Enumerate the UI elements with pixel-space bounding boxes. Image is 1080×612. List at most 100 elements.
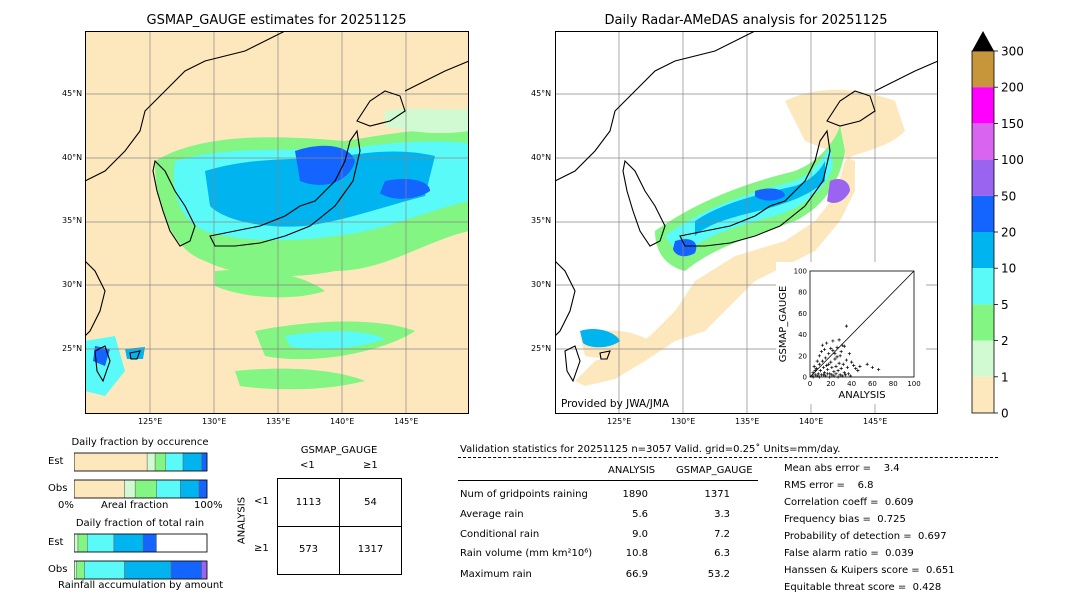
- left-map-coastlines: [85, 31, 469, 383]
- scatter-point: [831, 339, 835, 343]
- validation-row-gsmap: 7.2: [714, 529, 730, 540]
- occurrence-title: Daily fraction by occurence: [71, 437, 209, 448]
- colorbar-segment: [972, 268, 994, 305]
- contingency-cell: 1113: [295, 497, 322, 508]
- score-frequency-bias: Frequency bias = 0.725: [784, 514, 906, 525]
- scatter-plot-panel: [776, 262, 926, 404]
- colorbar-label: 300: [1001, 45, 1024, 59]
- fraction-segment: [124, 479, 136, 499]
- left-lon-125: 125°E: [138, 417, 163, 426]
- total-rain-title: Daily fraction of total rain: [75, 518, 205, 529]
- right-lat-35: 35°N: [531, 216, 552, 225]
- fraction-segment: [198, 479, 208, 499]
- scatter-point: [811, 371, 815, 375]
- scatter-point: [820, 343, 825, 347]
- left-map-grid: [85, 31, 469, 414]
- fraction-segment: [170, 560, 202, 580]
- scatter-point: [827, 352, 831, 356]
- fraction-segment: [142, 533, 157, 553]
- fraction-segment: [180, 479, 200, 499]
- score-mae: Mean abs error = 3.4: [784, 463, 900, 474]
- scatter-point: [828, 375, 832, 379]
- scatter-point: [833, 352, 837, 356]
- left-lon-140: 140°E: [330, 417, 355, 426]
- total-rain-bars: [74, 533, 208, 580]
- scatter-diagonal: [809, 270, 915, 378]
- scatter-point: [827, 362, 831, 366]
- colorbar-label: 20: [1001, 226, 1016, 240]
- scatter-point: [865, 362, 869, 366]
- colorbar-label: 150: [1001, 117, 1024, 131]
- scatter-point: [835, 355, 839, 359]
- scatter-point: [845, 365, 850, 370]
- scatter-point: [829, 360, 833, 364]
- colorbar-segment: [972, 195, 994, 232]
- scatter-point: [835, 345, 839, 349]
- contingency-col-ge1: ≥1: [363, 460, 378, 471]
- scatter-point: [834, 364, 838, 368]
- occurrence-bars: [74, 452, 208, 499]
- scatter-point: [818, 369, 822, 373]
- fraction-segment: [134, 479, 157, 499]
- scatter-y-tick: 60: [798, 310, 807, 318]
- colorbar-label: 0: [1001, 407, 1009, 421]
- scatter-point: [831, 348, 835, 353]
- scatter-point: [832, 370, 836, 374]
- occurrence-axis-left: 0%: [58, 500, 74, 511]
- contingency-cell: 54: [364, 497, 377, 508]
- scatter-point: [843, 373, 847, 377]
- scatter-point: [817, 354, 821, 358]
- scatter-plot: 00 20 20 40 40 60 60 80 80 100 100 ANALYSIS GSMAP_GA…: [778, 268, 921, 402]
- scatter-point: [829, 346, 833, 350]
- fraction-segment: [201, 560, 208, 580]
- occurrence-axis-right: 100%: [194, 500, 223, 511]
- occurrence-axis-mid: Areal fraction: [101, 500, 169, 511]
- scatter-point: [877, 367, 881, 372]
- scatter-point: [814, 366, 818, 371]
- score-pod: Probability of detection = 0.697: [784, 531, 947, 542]
- scatter-point: [846, 372, 851, 376]
- scatter-y-tick: 80: [798, 289, 807, 297]
- occurrence-row-obs: Obs: [48, 483, 68, 494]
- scatter-point: [840, 343, 844, 347]
- scatter-x-tick: 20: [826, 380, 835, 388]
- scatter-point: [833, 357, 837, 361]
- validation-row-label: Num of gridpoints raining: [460, 489, 588, 500]
- validation-row-label: Maximum rain: [460, 569, 532, 580]
- scatter-point: [870, 365, 874, 370]
- fraction-segment: [182, 452, 202, 472]
- validation-row-analysis: 9.0: [632, 529, 648, 540]
- validation-header: Validation statistics for 20251125 n=305…: [460, 444, 841, 455]
- scatter-point: [832, 374, 836, 378]
- scatter-point: [822, 371, 827, 375]
- score-correlation: Correlation coeff = 0.609: [784, 497, 914, 508]
- right-map-rain-field: [575, 89, 905, 386]
- scatter-point: [821, 365, 826, 370]
- scatter-x-tick: 0: [808, 380, 812, 388]
- validation-header-rule: [458, 480, 758, 481]
- scatter-point: [854, 366, 858, 371]
- fraction-segment: [74, 479, 125, 499]
- left-lat-40: 40°N: [62, 153, 83, 162]
- colorbar-label: 50: [1001, 189, 1016, 203]
- colorbar-segment: [972, 340, 994, 377]
- scatter-point: [825, 363, 829, 367]
- fraction-segment: [154, 452, 167, 472]
- right-lat-45: 45°N: [531, 89, 552, 98]
- contingency-col-lt1: <1: [300, 460, 315, 471]
- scatter-point: [850, 360, 854, 364]
- contingency-row-title: ANALYSIS: [236, 496, 248, 545]
- validation-col-analysis: ANALYSIS: [608, 465, 656, 476]
- fraction-segment: [124, 560, 172, 580]
- scatter-point: [858, 364, 862, 368]
- scatter-x-tick: 40: [847, 380, 856, 388]
- score-rmse: RMS error = 6.8: [784, 480, 874, 491]
- right-lat-25: 25°N: [531, 344, 552, 353]
- scatter-point: [838, 373, 842, 377]
- fraction-segment: [165, 452, 184, 472]
- fraction-segment: [201, 452, 208, 472]
- scatter-point: [840, 374, 844, 378]
- scatter-x-tick: 100: [907, 380, 920, 388]
- occurrence-row-est: Est: [48, 456, 64, 467]
- scatter-point: [839, 366, 843, 371]
